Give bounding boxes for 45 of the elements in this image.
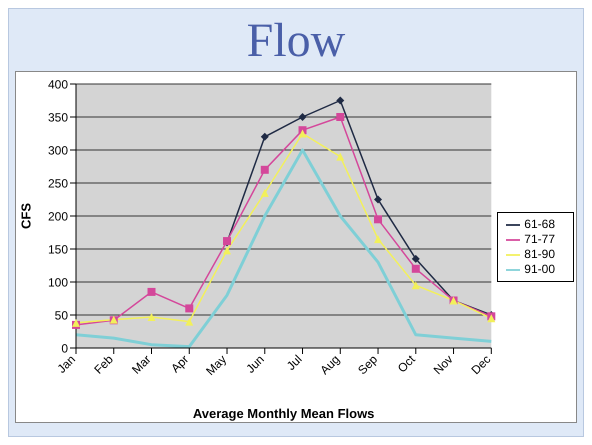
point <box>260 132 269 141</box>
point <box>185 304 194 312</box>
point <box>336 152 344 161</box>
x-tick-label: Jul <box>284 352 305 373</box>
x-tick-label: Sep <box>355 352 380 378</box>
point <box>336 113 344 121</box>
x-tick-label: Nov <box>430 352 456 378</box>
point <box>412 281 420 290</box>
y-tick-label: 400 <box>48 77 68 92</box>
point <box>185 318 194 326</box>
legend-label: 61-68 <box>524 217 555 232</box>
point <box>336 96 344 104</box>
x-tick-label: May <box>203 352 230 378</box>
point <box>223 246 232 254</box>
y-tick-label: 150 <box>48 242 68 256</box>
y-tick-label: 300 <box>48 143 68 158</box>
x-tick-label: Oct <box>394 352 418 376</box>
chart-title: Flow <box>246 12 346 68</box>
x-tick-label: Jun <box>243 352 267 376</box>
point <box>374 215 382 224</box>
x-tick-label: Feb <box>91 352 116 377</box>
y-tick-label: 200 <box>48 209 68 224</box>
y-axis-title: CFS <box>18 202 34 229</box>
x-tick-label: Dec <box>468 352 494 378</box>
y-tick-label: 100 <box>48 275 68 290</box>
point <box>412 254 420 263</box>
legend-label: 81-90 <box>524 247 555 261</box>
x-tick-label: Apr <box>168 352 192 376</box>
point <box>374 235 382 244</box>
point <box>298 130 307 138</box>
y-tick-label: 50 <box>54 308 68 322</box>
x-axis-title: Average Monthly Mean Flows <box>192 406 374 421</box>
legend-label: 71-77 <box>524 232 555 246</box>
point <box>260 188 269 197</box>
x-tick-label: Mar <box>129 352 154 377</box>
point <box>412 264 420 273</box>
y-tick-label: 350 <box>48 110 68 124</box>
point <box>374 196 382 204</box>
x-tick-label: Aug <box>317 352 342 378</box>
point <box>148 288 156 296</box>
point <box>148 312 156 321</box>
y-tick-label: 250 <box>48 176 68 190</box>
point <box>298 113 307 121</box>
point <box>260 166 269 174</box>
legend-label: 91-00 <box>524 262 555 276</box>
